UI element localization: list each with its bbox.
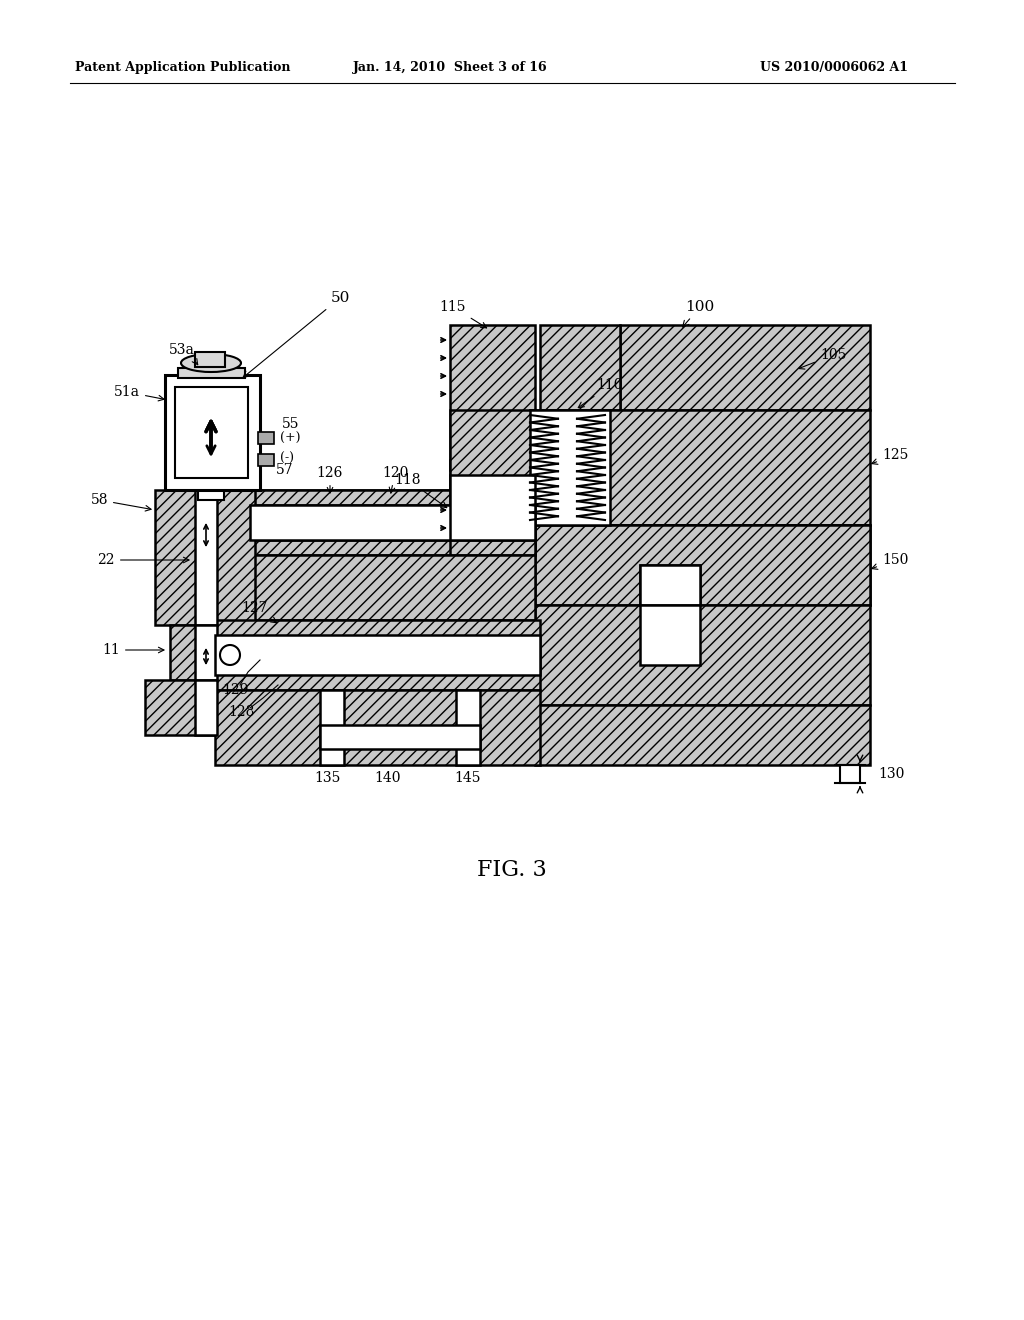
Bar [198,490,224,500]
Bar [250,554,535,620]
Bar [535,705,870,766]
Text: 140: 140 [375,771,401,785]
Bar [155,490,255,624]
Text: 118: 118 [394,473,446,508]
Text: 51a: 51a [114,385,164,401]
Bar [195,352,225,367]
Text: 50: 50 [243,290,349,378]
Bar [215,620,540,690]
Bar [450,411,535,490]
Text: 130: 130 [878,767,904,781]
Text: (-): (-) [280,451,294,465]
Bar [319,725,480,748]
Text: 115: 115 [439,300,486,327]
Text: Jan. 14, 2010  Sheet 3 of 16: Jan. 14, 2010 Sheet 3 of 16 [352,62,547,74]
Text: Patent Application Publication: Patent Application Publication [75,62,291,74]
Text: 110: 110 [579,378,624,408]
Text: 126: 126 [316,466,343,492]
Bar [250,490,535,554]
Text: 22: 22 [97,553,189,568]
Bar [215,690,540,766]
Bar [530,411,870,525]
Bar [195,624,217,680]
Text: 135: 135 [314,771,341,785]
Bar [175,387,248,478]
Bar [535,605,870,705]
Text: 105: 105 [799,348,847,370]
Text: 127: 127 [242,601,276,623]
Text: (+): (+) [280,432,300,445]
Text: FIG. 3: FIG. 3 [477,859,547,880]
Bar [540,325,620,411]
Bar [170,624,255,680]
Text: 129: 129 [222,682,248,697]
Ellipse shape [181,354,241,372]
Bar [250,490,535,506]
Text: 120: 120 [382,466,409,494]
Circle shape [220,645,240,665]
Bar [215,635,540,675]
Bar [258,454,274,466]
Bar [165,375,260,490]
Text: 145: 145 [455,771,481,785]
Bar [145,680,260,735]
Bar [535,525,870,605]
Text: 100: 100 [683,300,715,327]
Bar [250,540,535,554]
Bar [319,690,344,766]
Bar [640,605,700,665]
Bar [456,690,480,766]
Text: 55: 55 [282,417,299,432]
Text: US 2010/0006062 A1: US 2010/0006062 A1 [760,62,908,74]
Bar [535,525,870,605]
Text: 58: 58 [90,492,152,511]
Text: 125: 125 [871,447,908,465]
Text: 53a: 53a [169,343,195,356]
Bar [178,368,245,378]
Bar [195,680,217,735]
Bar [530,411,610,525]
Bar [250,506,535,540]
Bar [450,475,535,540]
Text: 150: 150 [871,553,908,569]
Text: 128: 128 [228,705,255,719]
Bar [840,766,860,783]
Text: 57: 57 [276,463,294,477]
Bar [620,325,870,411]
Bar [450,325,535,470]
Text: 11: 11 [102,643,164,657]
Bar [450,459,535,554]
Bar [195,490,217,624]
Bar [640,565,700,605]
Bar [640,565,700,605]
Bar [258,432,274,444]
